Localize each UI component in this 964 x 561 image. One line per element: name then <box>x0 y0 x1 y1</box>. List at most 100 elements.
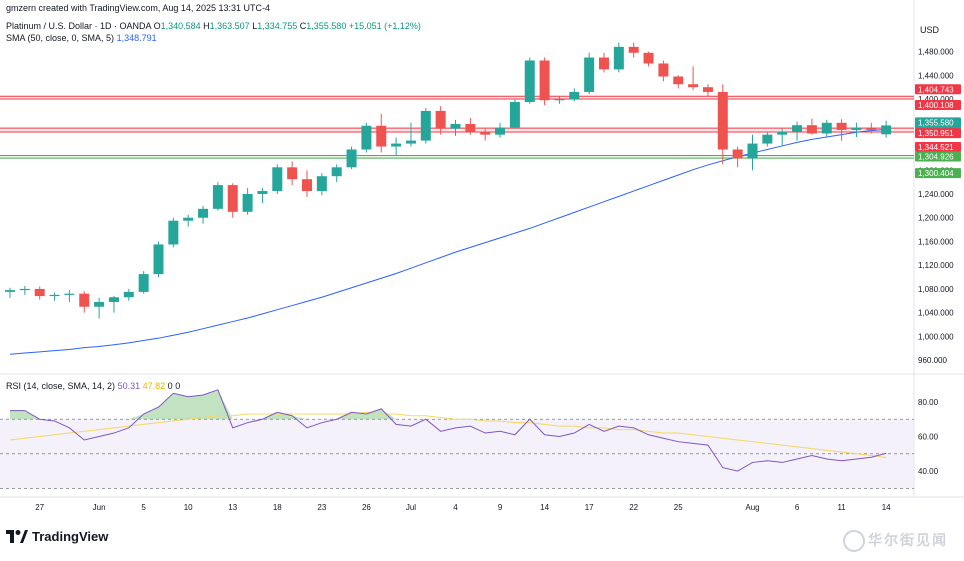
candle <box>851 122 862 138</box>
candle <box>108 296 119 313</box>
ohlc-close-value: 1,355.580 <box>306 21 347 31</box>
candle <box>702 84 713 97</box>
watermark: 华尔街见闻 <box>843 530 948 552</box>
candle <box>405 122 416 147</box>
candle <box>747 134 758 171</box>
time-tick-label: Jul <box>406 503 416 512</box>
candle <box>732 146 743 168</box>
ohlc-open-value: 1,340.584 <box>160 21 201 31</box>
rsi-overbought-fill <box>10 410 40 420</box>
candle <box>138 271 149 294</box>
candle-body <box>361 125 372 150</box>
sma-legend-value: 1,348.791 <box>116 33 157 43</box>
rsi-line <box>10 389 887 472</box>
price-label-box <box>915 128 961 139</box>
candle-body <box>717 91 728 150</box>
candle <box>79 291 90 313</box>
time-tick-label: 17 <box>585 503 594 512</box>
candle <box>257 188 268 203</box>
candle <box>183 214 194 227</box>
time-tick-label: 26 <box>362 503 371 512</box>
candle-body <box>435 110 446 129</box>
candle-body <box>376 125 387 147</box>
candle-body <box>836 122 847 130</box>
time-tick-label: 25 <box>674 503 683 512</box>
candle-body <box>881 125 892 135</box>
time-tick-label: Aug <box>745 503 759 512</box>
candle-body <box>257 191 268 194</box>
price-label-box <box>915 168 961 179</box>
candle-body <box>242 194 253 212</box>
candle <box>153 241 164 278</box>
rsi-legend-value-4: 0 <box>175 381 181 391</box>
candle <box>524 57 535 104</box>
candle-body <box>123 291 134 298</box>
price-label-text: 1,350.951 <box>918 129 954 138</box>
time-tick-label: 23 <box>317 503 326 512</box>
candle-body <box>94 301 105 307</box>
time-tick-label: 11 <box>837 503 846 512</box>
time-tick-label: 14 <box>882 503 891 512</box>
candle <box>806 118 817 135</box>
price-label-box <box>915 100 961 111</box>
time-tick-label: 4 <box>453 503 458 512</box>
candle-body <box>287 167 298 180</box>
ohlc-close-label: C <box>299 21 307 31</box>
tradingview-brand[interactable]: TradingView <box>6 529 108 544</box>
price-label-text: 1,300.404 <box>918 169 954 178</box>
candle-body <box>272 167 283 192</box>
candle-body <box>524 60 535 103</box>
candle <box>792 121 803 141</box>
sma-legend-label: SMA (50, close, 0, SMA, 5) <box>6 33 115 43</box>
ohlc-high-label: H <box>203 21 210 31</box>
price-tick-label: 1,000.000 <box>918 332 954 341</box>
candle <box>49 292 60 301</box>
candle <box>316 173 327 196</box>
ohlc-low-value: 1,334.755 <box>257 21 298 31</box>
candle <box>64 290 75 302</box>
candle-body <box>108 297 119 302</box>
time-tick-label: Jun <box>93 503 106 512</box>
candle <box>19 285 30 295</box>
time-tick-label: 27 <box>35 503 44 512</box>
candle <box>628 42 639 58</box>
candle-body <box>168 220 179 245</box>
candle <box>465 118 476 135</box>
candle <box>287 161 298 186</box>
candle <box>554 96 565 104</box>
candle <box>420 107 431 144</box>
candle-body <box>643 52 654 64</box>
candle-body <box>302 179 312 192</box>
candle <box>495 122 506 138</box>
candle-body <box>227 185 238 212</box>
price-tick-label: 1,080.000 <box>918 285 954 294</box>
rsi-legend-label: RSI (14, close, SMA, 14, 2) <box>6 381 116 391</box>
price-tick-label: 1,400.000 <box>918 95 954 104</box>
rsi-tick-label: 60.00 <box>918 433 939 442</box>
candle <box>658 60 669 82</box>
rsi-legend-value: 50.31 <box>117 381 141 391</box>
candle <box>376 113 387 153</box>
time-tick-label: 5 <box>141 503 146 512</box>
watermark-logo-icon <box>843 530 865 552</box>
candle <box>94 297 105 319</box>
candle-body <box>5 290 15 292</box>
candle-body <box>34 288 45 297</box>
price-label-text: 1,304.926 <box>918 152 954 161</box>
price-tick-label: 1,480.000 <box>918 48 954 57</box>
candle-body <box>866 127 877 130</box>
candle-body <box>554 99 565 101</box>
price-tick-label: 1,240.000 <box>918 190 954 199</box>
ohlc-high-value: 1,363.507 <box>209 21 250 31</box>
candle <box>569 88 580 102</box>
candle <box>539 57 550 105</box>
candle-body <box>806 125 817 134</box>
candle-body <box>49 294 60 297</box>
rsi-overbought-fill <box>128 389 233 420</box>
price-label-box <box>915 141 961 152</box>
candle <box>866 122 877 134</box>
candle-body <box>19 288 30 291</box>
time-tick-label: 9 <box>498 503 503 512</box>
